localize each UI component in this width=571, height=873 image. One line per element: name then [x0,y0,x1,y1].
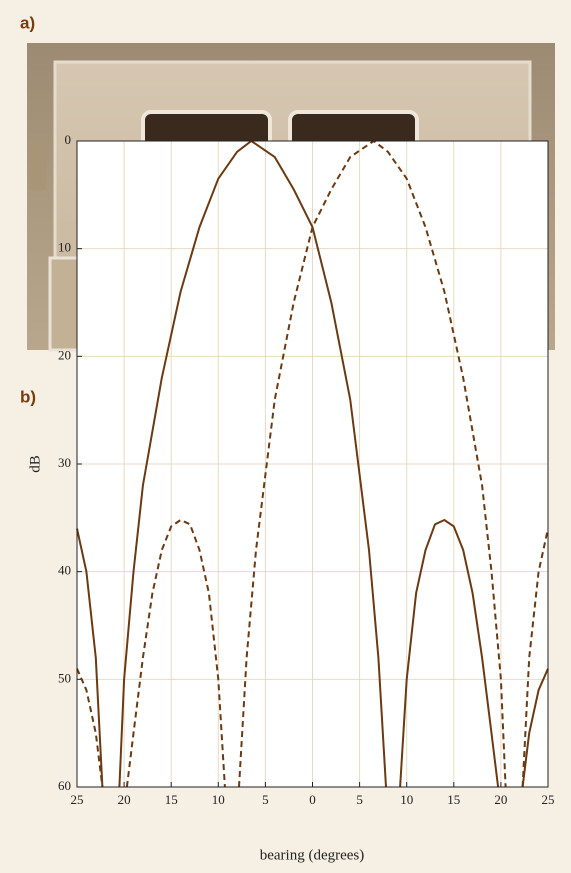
x-tick-label: 5 [262,792,269,807]
panel-label: a) [20,13,35,32]
x-axis-label: bearing (degrees) [260,847,365,863]
x-tick-label: 20 [118,792,131,807]
x-tick-label: 10 [400,792,413,807]
x-tick-label: 25 [542,792,555,807]
x-tick-label: 0 [309,792,316,807]
y-tick-label: 30 [58,455,71,470]
x-tick-label: 5 [356,792,363,807]
x-tick-label: 25 [71,792,84,807]
x-tick-label: 15 [447,792,460,807]
y-tick-label: 50 [58,670,71,685]
plot-frame [76,140,549,788]
x-tick-label: 10 [212,792,225,807]
y-tick-label: 60 [58,778,71,793]
y-tick-label: 0 [65,132,72,147]
y-tick-label: 40 [58,563,71,578]
y-tick-label: 10 [58,240,71,255]
y-tick-label: 20 [58,347,71,362]
x-tick-label: 20 [494,792,507,807]
panel-label: b) [20,387,36,406]
x-tick-label: 15 [165,792,178,807]
y-axis-label: dB [27,455,43,473]
series-line [76,139,549,788]
series-line [76,139,549,788]
